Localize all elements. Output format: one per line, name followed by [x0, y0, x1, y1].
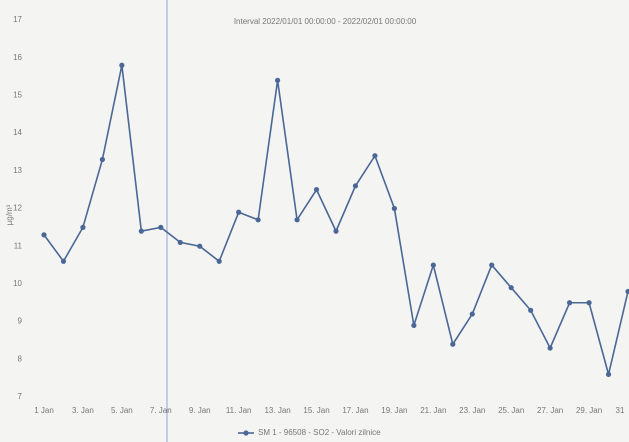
x-tick-label: 21. Jan — [420, 406, 446, 415]
data-point — [99, 156, 105, 163]
data-point — [372, 153, 378, 159]
x-tick-label: 9. Jan — [189, 406, 211, 415]
x-tick-label: 11. Jan — [226, 406, 252, 415]
x-tick-label: 23. Jan — [459, 406, 485, 415]
y-tick-label: 13 — [13, 166, 22, 175]
data-point — [567, 300, 573, 306]
data-point — [294, 217, 300, 223]
data-point — [236, 209, 242, 215]
data-point — [625, 288, 629, 295]
x-tick-label: 31 — [616, 406, 625, 415]
y-tick-label: 11 — [14, 241, 23, 250]
data-point — [333, 228, 339, 234]
data-point — [255, 217, 261, 223]
data-point — [177, 239, 183, 246]
data-point — [41, 232, 47, 238]
x-tick-label: 25. Jan — [498, 406, 524, 415]
y-tick-label: 8 — [18, 354, 23, 363]
y-axis-label: µg/m³ — [5, 204, 14, 225]
data-point — [586, 300, 592, 306]
data-point — [119, 62, 125, 68]
data-point — [430, 262, 436, 268]
x-tick-label: 19. Jan — [381, 406, 407, 415]
x-tick-label: 17. Jan — [342, 406, 368, 415]
data-point — [313, 187, 320, 193]
data-point — [158, 224, 164, 230]
data-point — [450, 341, 456, 347]
y-tick-label: 15 — [13, 91, 22, 100]
x-tick-label: 1 Jan — [34, 406, 54, 415]
x-tick-label: 5. Jan — [111, 406, 133, 415]
legend-marker — [243, 430, 249, 436]
y-tick-label: 9 — [18, 317, 23, 326]
y-tick-label: 14 — [13, 128, 22, 137]
y-tick-label: 17 — [13, 15, 22, 24]
x-tick-label: 7. Jan — [150, 406, 172, 415]
data-point — [275, 77, 281, 83]
x-tick-label: 3. Jan — [72, 406, 94, 415]
data-point — [508, 285, 514, 291]
data-point — [216, 258, 222, 264]
data-point — [352, 183, 359, 189]
legend-label: SM 1 - 96508 - SO2 - Valori zilnice — [258, 428, 381, 437]
data-point — [469, 311, 475, 317]
chart-title: Interval 2022/01/01 00:00:00 - 2022/02/0… — [234, 17, 417, 26]
data-point — [391, 205, 397, 212]
data-point — [197, 243, 203, 249]
data-point — [605, 371, 612, 377]
x-tick-label: 27. Jan — [537, 406, 563, 415]
series-line — [43, 65, 629, 375]
data-point — [60, 258, 67, 264]
y-tick-label: 12 — [13, 204, 22, 213]
y-tick-label: 16 — [13, 53, 22, 62]
y-tick-label: 7 — [18, 392, 23, 401]
data-point — [138, 228, 144, 234]
x-tick-label: 13. Jan — [264, 406, 290, 415]
data-point — [528, 307, 534, 313]
data-point — [489, 262, 495, 268]
data-point — [411, 322, 417, 328]
y-tick-label: 10 — [13, 279, 22, 288]
data-point — [547, 345, 553, 351]
data-point — [80, 224, 86, 230]
x-tick-label: 15. Jan — [303, 406, 329, 415]
x-tick-label: 29. Jan — [576, 406, 602, 415]
